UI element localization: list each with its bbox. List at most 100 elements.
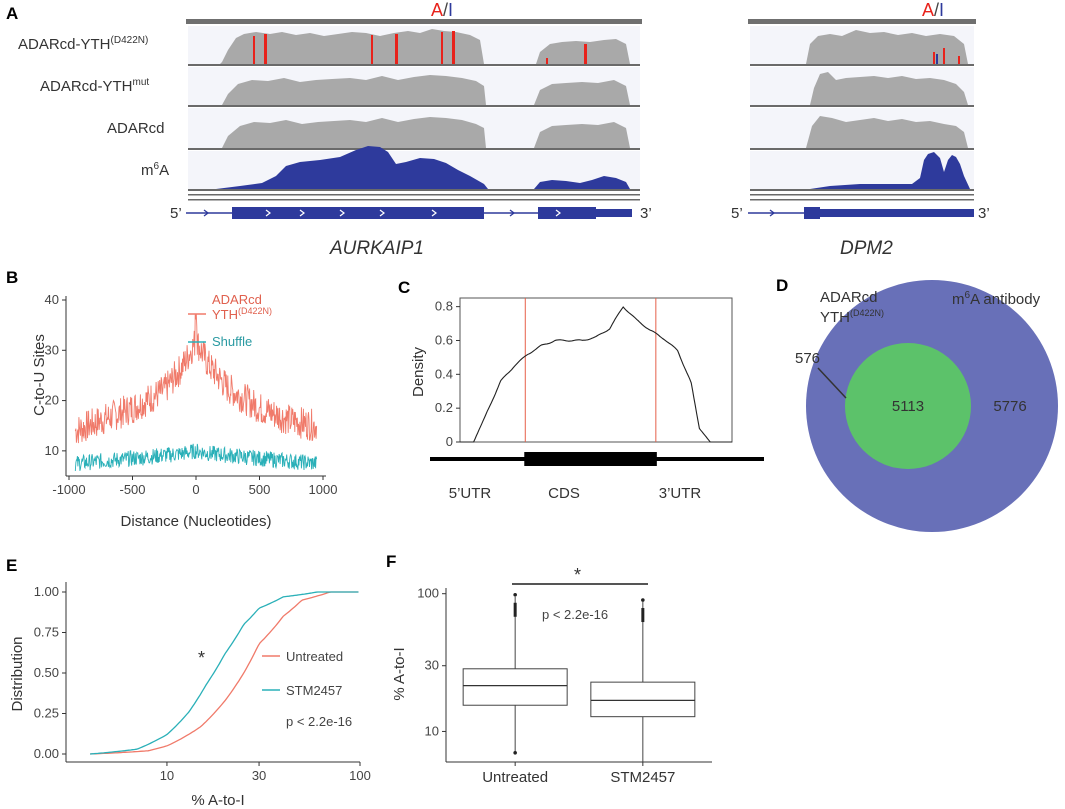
e-xtick-label: 100 [349,768,371,783]
b-series-0 [74,314,318,444]
aurkaip1-header-bar [186,19,642,24]
dpm2-three-prime: 3’ [978,205,990,222]
panel-a-label: A [6,4,18,23]
e-xtick-label: 10 [160,768,174,783]
aurkaip1-utr-3 [596,209,632,217]
f-category-label-1: STM2457 [610,769,675,786]
aurkaip1-coverage-yth-d422n [220,29,484,64]
b-series-1 [74,443,318,472]
track-label-yth-mut: ADARcd-YTHmut [40,77,149,95]
b-xtick-label: 500 [249,482,271,497]
aurkaip1-edit-sites [253,31,587,64]
venn-count-5113: 5113 [892,398,924,415]
c-density-line [460,306,732,443]
c-ylabel: Density [410,346,427,397]
e-ytick-label: 0.00 [34,746,59,761]
aurkaip1-strand-arrows [265,209,437,217]
f-ylabel: % A-to-I [391,647,408,700]
dpm2-exon-1 [804,207,820,219]
aurkaip1-exon-2 [538,207,596,219]
e-ytick-label: 1.00 [34,584,59,599]
dpm2-header-bar [748,19,976,24]
panel-b-label: B [6,268,18,287]
panel-c: C 0 0.2 0.4 0.6 0.8 Density 5’UTR CDS 3’UTR [398,278,764,502]
track-label-yth-d422n: ADARcd-YTH(D422N) [18,35,148,53]
f-box-1 [590,681,696,718]
b-ytick-label: 40 [45,292,59,307]
dpm2-coverage-adarcd [806,116,968,148]
a-to-i-header-right: A/I [922,0,944,20]
e-pvalue: p < 2.2e-16 [286,714,352,729]
gene-name-dpm2: DPM2 [840,238,893,259]
panel-b: B 10 20 30 40 -1000 -500 0 500 1000 C-to-U Sites… [6,268,337,530]
c-plot-frame [459,297,733,443]
b-xtick-label: 1000 [309,482,338,497]
f-category-label-0: Untreated [482,769,548,786]
track-separators [188,64,974,201]
aurkaip1-coverage-yth-d422n-2 [536,39,630,64]
panel-e-plot: 0.00 0.25 0.50 0.75 1.00 10 30 100 [34,582,371,783]
f-ytick-label: 30 [425,658,439,673]
f-ytick-label: 10 [425,723,439,738]
b-ytick-label: 30 [45,342,59,357]
venn-576-pointer [817,367,847,399]
dpm2-coverage-yth-mut [810,72,968,105]
panel-f-plot: 10 30 100 Untreated STM2457 [417,586,712,786]
e-series-1 [90,591,359,755]
venn-label-m6a-antibody: m6A antibody [952,290,1041,308]
f-outlier-high-1 [641,598,645,602]
b-xtick-label: -1000 [52,482,85,497]
panel-f: F 10 30 100 Untreated STM2457 % A-to-I * p <… [386,552,712,786]
c-ytick-label: 0.6 [435,332,453,347]
c-region-3utr: 3’UTR [659,485,702,502]
f-box-0 [462,668,568,706]
f-pvalue: p < 2.2e-16 [542,607,608,622]
venn-overlap [845,343,971,469]
dpm2-exon-2 [820,209,974,217]
panel-d: D ADARcd YTH(D422N) m6A antibody 576 511… [776,276,1058,532]
c-cds-box [524,452,657,466]
b-ytick-label: 10 [45,443,59,458]
dpm2-coverage-yth-d422n [806,30,968,64]
aurkaip1-coverage-yth-mut-2 [534,80,630,105]
e-ytick-label: 0.50 [34,665,59,680]
b-xlabel: Distance (Nucleotides) [121,513,272,530]
e-ytick-label: 0.75 [34,625,59,640]
b-legend-adarcd: ADARcd [212,292,262,307]
dpm2-five-prime: 5’ [731,205,743,222]
c-ytick-label: 0.4 [435,366,453,381]
dpm2-coverage-m6a [810,152,970,189]
venn-label-yth: YTH(D422N) [820,308,884,326]
gene-name-aurkaip1: AURKAIP1 [329,238,424,259]
e-ytick-label: 0.25 [34,706,59,721]
e-ylabel: Distribution [9,636,26,711]
e-series-0 [90,591,359,755]
e-xtick-label: 30 [252,768,266,783]
panel-b-plot: 10 20 30 40 -1000 -500 0 500 1000 [45,292,338,497]
f-outlier-low-0 [513,750,517,755]
aurkaip1-coverage-m6a-2 [534,176,630,189]
b-legend-shuffle: Shuffle [212,334,252,349]
b-ytick-label: 20 [45,393,59,408]
e-significance-star: * [198,648,205,668]
panel-e: E 0.00 0.25 0.50 0.75 1.00 10 30 100 Distributi… [6,556,371,809]
c-ytick-label: 0.2 [435,400,453,415]
aurkaip1-three-prime: 3’ [640,205,652,222]
aurkaip1-coverage-adarcd-2 [534,122,630,148]
f-significance-star: * [574,565,581,585]
c-region-5utr: 5’UTR [449,485,492,502]
venn-count-5776: 5776 [993,398,1026,415]
panel-e-label: E [6,556,17,575]
dpm2-edit-sites [933,48,960,64]
panel-f-label: F [386,552,396,571]
a-to-i-header-left: A/I [431,0,453,20]
aurkaip1-coverage-adarcd [222,117,486,148]
panel-c-label: C [398,278,410,297]
f-ytick-label: 100 [417,586,439,601]
track-label-adarcd: ADARcd [107,120,165,137]
venn-label-adarcd: ADARcd [820,289,878,306]
f-outlier-high-0 [513,592,517,597]
panel-c-plot: 0 0.2 0.4 0.6 0.8 [430,297,764,466]
track-label-m6a: m6A [141,161,169,179]
e-xlabel: % A-to-I [191,792,244,809]
